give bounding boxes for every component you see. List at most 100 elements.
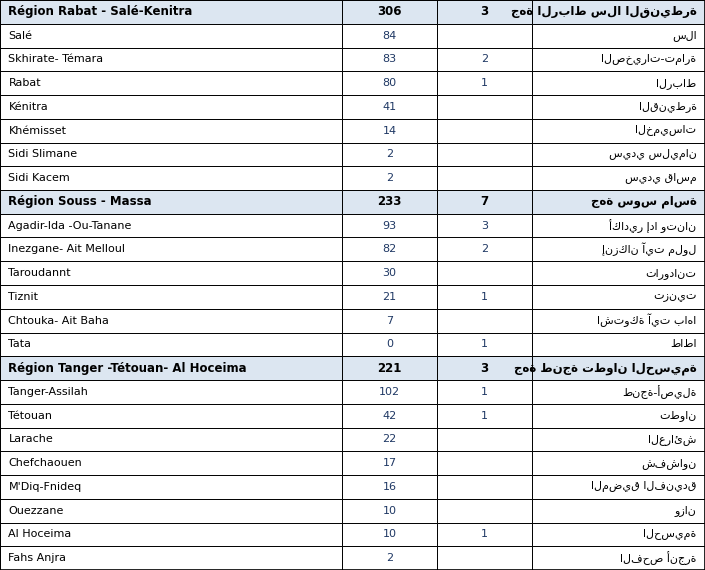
Text: أكادير إدا وتنان: أكادير إدا وتنان bbox=[609, 219, 697, 233]
Text: 3: 3 bbox=[481, 361, 489, 374]
Text: تطوان: تطوان bbox=[659, 410, 697, 421]
Text: Région Souss - Massa: Région Souss - Massa bbox=[8, 196, 152, 209]
Text: وزان: وزان bbox=[675, 505, 697, 516]
Text: 30: 30 bbox=[383, 268, 396, 278]
Bar bbox=[342, 523, 437, 546]
Text: Chefchaouen: Chefchaouen bbox=[8, 458, 82, 468]
Bar bbox=[532, 47, 705, 71]
Bar bbox=[342, 166, 437, 190]
Bar bbox=[0, 214, 342, 238]
Bar bbox=[0, 546, 342, 570]
Bar bbox=[0, 523, 342, 546]
Text: 10: 10 bbox=[383, 506, 396, 516]
Text: 3: 3 bbox=[482, 221, 488, 231]
Bar bbox=[0, 380, 342, 404]
Text: 14: 14 bbox=[382, 125, 397, 136]
Bar bbox=[0, 190, 342, 214]
Bar bbox=[437, 24, 532, 47]
Bar bbox=[0, 238, 342, 261]
Text: Tata: Tata bbox=[8, 339, 32, 349]
Bar bbox=[437, 356, 532, 380]
Text: سلا: سلا bbox=[672, 30, 697, 41]
Text: 306: 306 bbox=[377, 5, 402, 18]
Text: الصخيرات-تمارة: الصخيرات-تمارة bbox=[601, 54, 697, 65]
Text: إنزكان آيت ملول: إنزكان آيت ملول bbox=[602, 242, 697, 256]
Text: Tiznit: Tiznit bbox=[8, 292, 39, 302]
Bar bbox=[437, 71, 532, 95]
Bar bbox=[342, 119, 437, 142]
Bar bbox=[532, 404, 705, 428]
Text: Sidi Kacem: Sidi Kacem bbox=[8, 173, 70, 183]
Bar bbox=[342, 261, 437, 285]
Bar bbox=[532, 428, 705, 451]
Bar bbox=[342, 546, 437, 570]
Text: Sidi Slimane: Sidi Slimane bbox=[8, 149, 78, 160]
Bar bbox=[0, 47, 342, 71]
Text: جهة طنجة تطوان الحسيمة: جهة طنجة تطوان الحسيمة bbox=[514, 361, 697, 374]
Text: Larache: Larache bbox=[8, 434, 53, 445]
Text: 1: 1 bbox=[482, 387, 488, 397]
Bar bbox=[437, 238, 532, 261]
Bar bbox=[437, 119, 532, 142]
Bar bbox=[342, 190, 437, 214]
Bar bbox=[0, 428, 342, 451]
Bar bbox=[342, 285, 437, 309]
Bar bbox=[342, 47, 437, 71]
Text: 1: 1 bbox=[482, 339, 488, 349]
Bar bbox=[342, 499, 437, 523]
Bar bbox=[532, 24, 705, 47]
Text: Taroudannt: Taroudannt bbox=[8, 268, 71, 278]
Text: Inezgane- Ait Melloul: Inezgane- Ait Melloul bbox=[8, 245, 125, 254]
Bar bbox=[0, 71, 342, 95]
Bar bbox=[532, 380, 705, 404]
Text: 42: 42 bbox=[382, 410, 397, 421]
Text: 1: 1 bbox=[482, 78, 488, 88]
Text: M'Diq-Fnideq: M'Diq-Fnideq bbox=[8, 482, 82, 492]
Bar bbox=[342, 356, 437, 380]
Bar bbox=[437, 404, 532, 428]
Bar bbox=[437, 475, 532, 499]
Bar bbox=[532, 95, 705, 119]
Bar bbox=[437, 47, 532, 71]
Bar bbox=[437, 214, 532, 238]
Bar bbox=[342, 428, 437, 451]
Text: طنجة-أصيلة: طنجة-أصيلة bbox=[623, 385, 697, 399]
Bar bbox=[532, 190, 705, 214]
Bar bbox=[532, 119, 705, 142]
Text: 233: 233 bbox=[377, 196, 402, 209]
Text: القنيطرة: القنيطرة bbox=[639, 101, 697, 112]
Text: الحسيمة: الحسيمة bbox=[643, 529, 697, 540]
Bar bbox=[0, 475, 342, 499]
Bar bbox=[437, 95, 532, 119]
Text: Ouezzane: Ouezzane bbox=[8, 506, 64, 516]
Text: 80: 80 bbox=[382, 78, 397, 88]
Bar bbox=[437, 546, 532, 570]
Text: 3: 3 bbox=[481, 5, 489, 18]
Bar bbox=[532, 238, 705, 261]
Text: 0: 0 bbox=[386, 339, 393, 349]
Text: Tanger-Assilah: Tanger-Assilah bbox=[8, 387, 88, 397]
Text: المضيق الفنيدق: المضيق الفنيدق bbox=[591, 482, 697, 492]
Bar bbox=[437, 261, 532, 285]
Text: 21: 21 bbox=[382, 292, 397, 302]
Bar bbox=[437, 380, 532, 404]
Text: 1: 1 bbox=[482, 530, 488, 539]
Bar bbox=[437, 190, 532, 214]
Bar bbox=[342, 95, 437, 119]
Text: 7: 7 bbox=[481, 196, 489, 209]
Text: 2: 2 bbox=[386, 553, 393, 563]
Bar bbox=[437, 451, 532, 475]
Text: 7: 7 bbox=[386, 316, 393, 325]
Text: تزنيت: تزنيت bbox=[653, 292, 697, 302]
Bar bbox=[437, 499, 532, 523]
Bar bbox=[0, 142, 342, 166]
Text: 41: 41 bbox=[382, 102, 397, 112]
Bar bbox=[532, 356, 705, 380]
Bar bbox=[342, 404, 437, 428]
Text: 17: 17 bbox=[382, 458, 397, 468]
Bar bbox=[0, 95, 342, 119]
Bar bbox=[0, 356, 342, 380]
Text: Khémisset: Khémisset bbox=[8, 125, 66, 136]
Text: اشتوكة آيت باها: اشتوكة آيت باها bbox=[597, 314, 697, 328]
Bar bbox=[342, 451, 437, 475]
